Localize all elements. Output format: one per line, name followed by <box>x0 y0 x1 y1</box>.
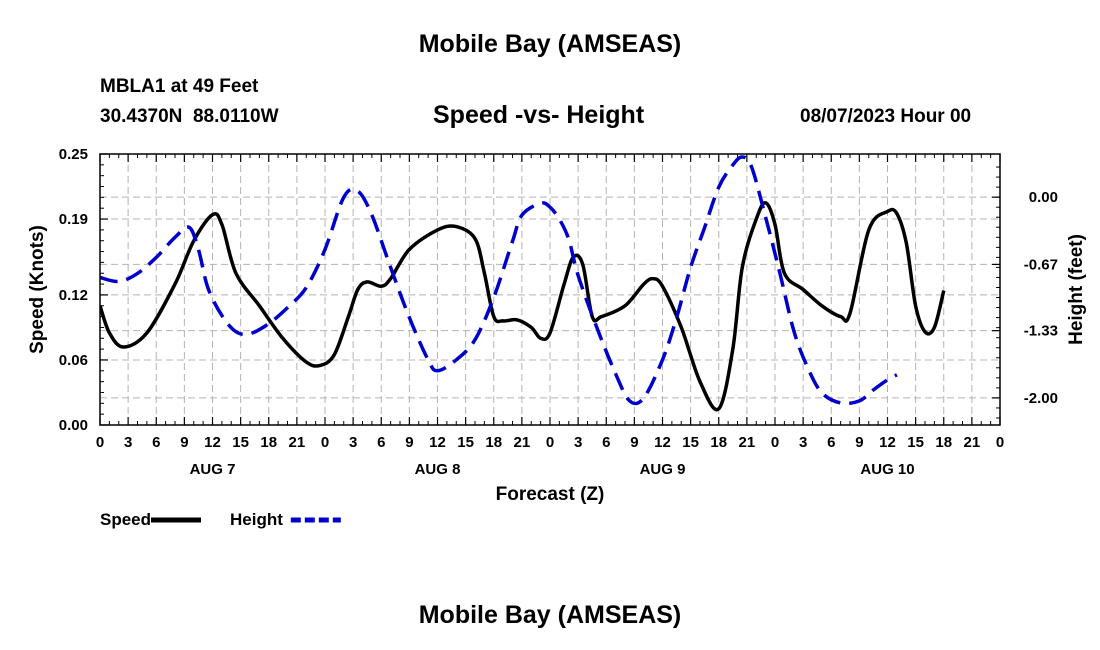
station-coordinates: 30.4370N 88.0110W <box>100 106 279 127</box>
x-tick-label: 6 <box>152 434 160 451</box>
x-tick-label: 3 <box>799 434 807 451</box>
x-tick-label: 12 <box>654 434 671 451</box>
x-tick-label: 3 <box>349 434 357 451</box>
x-tick-label: 15 <box>682 434 699 451</box>
legend-label-height: Height <box>230 510 283 529</box>
legend-label-speed: Speed <box>100 510 151 529</box>
speed-series-line <box>100 201 946 412</box>
x-tick-label: 12 <box>204 434 221 451</box>
x-axis-title: Forecast (Z) <box>496 484 605 505</box>
x-tick-label: 15 <box>907 434 924 451</box>
x-tick-label: 18 <box>485 434 502 451</box>
y2-tick-label: -2.00 <box>1024 390 1058 407</box>
x-tick-label: 0 <box>96 434 104 451</box>
x-tick-label: 21 <box>964 434 981 451</box>
x-tick-label: 21 <box>739 434 756 451</box>
x-tick-label: 0 <box>321 434 329 451</box>
y-tick-label: 0.12 <box>59 287 88 304</box>
chart-title: Mobile Bay (AMSEAS) <box>418 30 682 58</box>
y-tick-label: 0.06 <box>59 352 88 369</box>
legend: Speed Height <box>100 510 341 529</box>
y2-tick-label: -0.67 <box>1024 256 1058 273</box>
x-tick-label: 12 <box>429 434 446 451</box>
x-tick-label: 3 <box>574 434 582 451</box>
x-tick-label: 6 <box>602 434 610 451</box>
day-label: AUG 10 <box>860 461 914 478</box>
y-axis-title: Speed (Knots) <box>27 225 48 354</box>
day-label: AUG 8 <box>415 461 461 478</box>
x-tick-label: 9 <box>405 434 413 451</box>
x-tick-label: 21 <box>514 434 531 451</box>
x-tick-label: 3 <box>124 434 132 451</box>
forecast-datetime: 08/07/2023 Hour 00 <box>800 106 972 127</box>
x-tick-label: 18 <box>935 434 952 451</box>
station-label: MBLA1 at 49 Feet <box>100 76 259 97</box>
x-tick-label: 0 <box>546 434 554 451</box>
y-tick-label: 0.00 <box>59 417 88 434</box>
height-series-line <box>100 155 898 406</box>
x-tick-label: 9 <box>855 434 863 451</box>
y2-tick-label: -1.33 <box>1024 323 1058 340</box>
x-tick-label: 0 <box>996 434 1004 451</box>
x-tick-label: 9 <box>630 434 638 451</box>
x-tick-label: 9 <box>180 434 188 451</box>
grid <box>100 154 1000 425</box>
day-label: AUG 9 <box>640 461 686 478</box>
x-tick-label: 6 <box>377 434 385 451</box>
y2-tick-label: 0.00 <box>1029 189 1058 206</box>
chart-subtitle: Speed -vs- Height <box>433 101 645 129</box>
y-tick-label: 0.19 <box>59 211 88 228</box>
x-tick-label: 15 <box>232 434 249 451</box>
x-tick-label: 18 <box>710 434 727 451</box>
day-label: AUG 7 <box>190 461 236 478</box>
y-tick-label: 0.25 <box>59 146 88 163</box>
x-tick-label: 18 <box>260 434 277 451</box>
series <box>100 155 946 412</box>
x-tick-label: 21 <box>289 434 306 451</box>
axis-labels: 0 3 6 9 12 15 18 21 0 3 6 9 12 15 18 21 0 3 6 9 12 15 18 21 0 3 6 9… <box>27 146 1087 505</box>
x-tick-label: 12 <box>879 434 896 451</box>
x-tick-label: 15 <box>457 434 474 451</box>
y2-axis-title: Height (feet) <box>1066 234 1087 345</box>
x-tick-label: 0 <box>771 434 779 451</box>
footer-title: Mobile Bay (AMSEAS) <box>418 601 682 629</box>
x-tick-label: 6 <box>827 434 835 451</box>
axes <box>99 153 1001 426</box>
